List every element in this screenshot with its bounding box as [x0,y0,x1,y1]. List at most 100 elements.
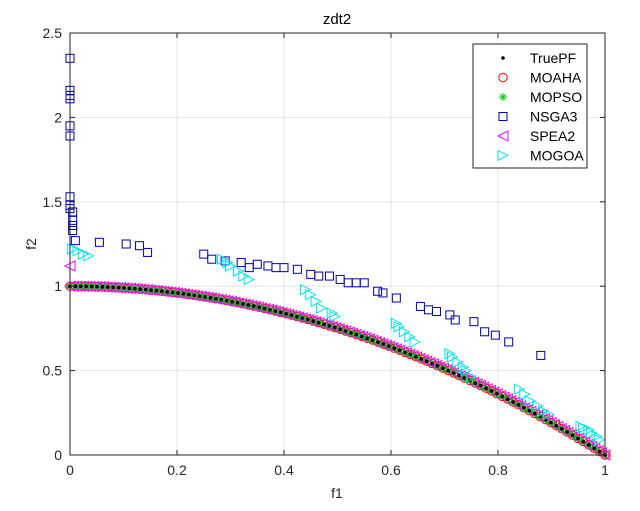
y-tick-label: 0.5 [43,363,63,379]
truepf-point [597,449,602,454]
truepf-point [365,336,370,341]
truepf-point [251,304,256,308]
truepf-point [181,291,186,296]
data-marks [63,53,611,461]
truepf-point [570,433,575,437]
mogoa-point [465,371,478,384]
x-tick-label: 0.2 [167,462,187,478]
truepf-point [133,286,137,291]
nsga3-point [450,315,460,325]
x-tick-label: 0.8 [488,462,508,478]
y-tick-label: 2.5 [43,25,63,41]
x-tick-label: 0 [66,462,74,478]
truepf-point [327,324,332,328]
truepf-point [170,290,175,295]
axes: 0 0.2 0.4 0.6 0.8 1 0 0.5 1 1.5 2 2.5 [43,25,610,478]
nsga3-point [314,271,324,281]
truepf-point [392,346,397,351]
legend-item-truepf: TruePF [501,50,576,66]
mogoa-point [594,433,606,446]
y-tick-label: 1 [54,278,62,294]
truepf-point [576,436,580,441]
nsga3-point [391,293,401,303]
legend-label: TruePF [530,50,576,66]
chart-title: zdt2 [323,11,351,28]
nsga3-point [469,317,479,327]
truepf-point [305,317,310,322]
nsga3-point [68,215,78,225]
truepf-point [559,427,564,431]
nsga3-point [445,310,455,320]
series-truepf [68,284,607,457]
truepf-point [586,443,591,447]
truepf-point [387,344,391,348]
nsga3-point [431,307,441,317]
x-axis-label: f1 [331,485,343,501]
truepf-point [419,357,424,361]
legend-label: MOAHA [530,70,582,86]
truepf-point [241,302,245,306]
truepf-point [457,373,461,378]
legend-label: MOGOA [530,148,584,164]
legend-label: MOPSO [530,89,582,105]
truepf-point [527,408,532,413]
truepf-point [500,394,505,399]
truepf-point [165,289,170,294]
nsga3-point [292,264,302,274]
nsga3-point [252,259,262,269]
truepf-point [268,307,272,312]
y-tick-label: 1.5 [43,194,63,210]
mogoa-point [243,273,256,286]
truepf-point [73,284,78,289]
mogoa-point [543,408,555,421]
y-axis-label: f2 [23,238,39,250]
nsga3-point [480,327,490,337]
truepf-point [289,313,294,317]
nsga3-point [135,241,145,251]
mogoa-point [225,260,237,272]
truepf-point [565,430,569,434]
nsga3-point [490,330,500,340]
truepf-point [592,446,596,451]
legend-item-moaha: MOAHA [498,70,582,86]
truepf-point [495,391,499,396]
nsga3-point [279,263,289,273]
truepf-point [79,284,83,289]
truepf-point [295,314,299,319]
truepf-point [100,285,105,289]
truepf-point [214,296,218,301]
legend-box [472,43,588,169]
truepf-point [127,286,132,291]
truepf-point [160,289,164,293]
truepf-point [154,288,159,293]
x-tick-label: 0.4 [274,462,294,478]
mogoa-point [329,310,341,323]
truepf-point [176,291,180,295]
mogoa-point [444,347,456,360]
truepf-point [257,305,261,310]
truepf-point [446,368,451,373]
truepf-point [106,285,110,289]
mogoa-point [583,423,596,436]
nsga3-point [68,225,78,235]
nsga3-point [121,239,131,249]
truepf-point [143,287,148,292]
y-tick-label: 0 [54,447,62,463]
x-tick-label: 0.6 [381,462,401,478]
legend-item-mopso: MOPSO [499,89,582,105]
legend-item-mogoa: MOGOA [497,148,584,164]
truepf-point [284,311,288,316]
truepf-point [354,332,359,337]
mogoa-point [315,302,328,314]
nsga3-point [504,337,514,347]
truepf-point [95,284,99,289]
truepf-point [278,310,283,315]
truepf-point [262,306,267,311]
truepf-point [522,405,526,410]
truepf-point [381,342,386,346]
truepf-point [441,366,445,370]
nsga3-point [536,350,546,360]
mogoa-point [591,430,604,443]
legend-marker-mopso [499,93,507,101]
mogoa-point [409,336,422,348]
